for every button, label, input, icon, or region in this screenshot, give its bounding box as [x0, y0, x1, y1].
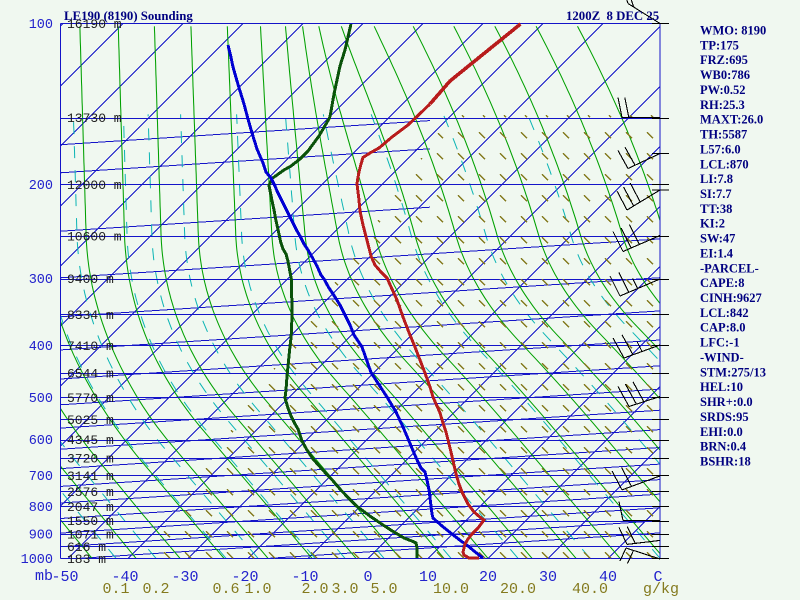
svg-text:-50: -50 [51, 569, 78, 586]
svg-text:-PARCEL-: -PARCEL- [700, 261, 759, 275]
svg-text:g/kg: g/kg [643, 581, 679, 598]
svg-text:WB0:786: WB0:786 [700, 68, 750, 82]
svg-text:1550 m: 1550 m [67, 514, 114, 529]
svg-text:6544 m: 6544 m [67, 366, 114, 381]
svg-text:700: 700 [29, 470, 53, 485]
svg-text:100: 100 [29, 18, 53, 33]
svg-text:0: 0 [363, 569, 372, 586]
svg-text:C: C [653, 569, 662, 586]
svg-text:10600 m: 10600 m [67, 230, 122, 245]
svg-text:1000: 1000 [21, 553, 53, 568]
svg-text:5025 m: 5025 m [67, 413, 114, 428]
svg-text:616 m: 616 m [67, 540, 106, 555]
svg-text:40: 40 [599, 569, 617, 586]
svg-text:LFC:-1: LFC:-1 [700, 336, 740, 350]
svg-text:5.0: 5.0 [370, 581, 397, 598]
svg-text:SW:47: SW:47 [700, 232, 735, 246]
svg-text:TP:175: TP:175 [700, 38, 739, 52]
svg-text:-10: -10 [291, 569, 318, 586]
svg-text:16190 m: 16190 m [67, 17, 122, 32]
svg-text:600: 600 [29, 434, 53, 449]
svg-text:CAP:8.0: CAP:8.0 [700, 321, 745, 335]
svg-text:-20: -20 [231, 569, 258, 586]
svg-text:-WIND-: -WIND- [700, 350, 744, 364]
svg-text:SHR+:0.0: SHR+:0.0 [700, 395, 753, 409]
svg-text:L57:6.0: L57:6.0 [700, 142, 741, 156]
svg-text:40.0: 40.0 [572, 581, 608, 598]
svg-text:-30: -30 [171, 569, 198, 586]
svg-text:20: 20 [479, 569, 497, 586]
svg-text:0.6: 0.6 [212, 581, 239, 598]
svg-text:EI:1.4: EI:1.4 [700, 246, 734, 260]
svg-text:7410 m: 7410 m [67, 339, 114, 354]
svg-text:TH:5587: TH:5587 [700, 128, 747, 142]
svg-text:LCL:842: LCL:842 [700, 306, 749, 320]
svg-text:20.0: 20.0 [500, 581, 536, 598]
svg-text:2.0: 2.0 [301, 581, 328, 598]
svg-text:2047 m: 2047 m [67, 500, 114, 515]
svg-text:1.0: 1.0 [244, 581, 271, 598]
svg-text:LE190 (8190) Sounding: LE190 (8190) Sounding [64, 9, 193, 23]
svg-text:KI:2: KI:2 [700, 217, 725, 231]
svg-text:1071 m: 1071 m [67, 527, 114, 542]
svg-text:CINH:9627: CINH:9627 [700, 291, 762, 305]
svg-text:0.2: 0.2 [142, 581, 169, 598]
svg-text:30: 30 [539, 569, 557, 586]
svg-text:FRZ:695: FRZ:695 [700, 53, 748, 67]
svg-text:800: 800 [29, 501, 53, 516]
svg-text:3.0: 3.0 [331, 581, 358, 598]
svg-text:183 m: 183 m [67, 552, 106, 567]
svg-text:WMO: 8190: WMO: 8190 [700, 24, 766, 38]
svg-text:1200Z 8 DEC 25: 1200Z 8 DEC 25 [566, 9, 659, 23]
svg-text:HEL:10: HEL:10 [700, 380, 743, 394]
svg-text:5770 m: 5770 m [67, 391, 114, 406]
svg-text:SI:7.7: SI:7.7 [700, 187, 732, 201]
svg-text:BRN:0.4: BRN:0.4 [700, 440, 747, 454]
svg-text:STM:275/13: STM:275/13 [700, 365, 766, 379]
svg-text:2576 m: 2576 m [67, 485, 114, 500]
svg-text:mb: mb [35, 568, 53, 585]
svg-text:MAXT:26.0: MAXT:26.0 [700, 113, 763, 127]
svg-text:400: 400 [29, 340, 53, 355]
svg-text:3141 m: 3141 m [67, 469, 114, 484]
svg-text:0.1: 0.1 [102, 581, 129, 598]
svg-text:LI:7.8: LI:7.8 [700, 172, 733, 186]
svg-text:10.0: 10.0 [433, 581, 469, 598]
svg-text:BSHR:18: BSHR:18 [700, 454, 751, 468]
svg-text:900: 900 [29, 528, 53, 543]
svg-text:RH:25.3: RH:25.3 [700, 98, 745, 112]
svg-text:TT:38: TT:38 [700, 202, 732, 216]
svg-text:EHI:0.0: EHI:0.0 [700, 425, 743, 439]
svg-text:3720 m: 3720 m [67, 452, 114, 467]
svg-text:8334 m: 8334 m [67, 308, 114, 323]
svg-text:500: 500 [29, 392, 53, 407]
svg-text:10: 10 [419, 569, 437, 586]
svg-text:LCL:870: LCL:870 [700, 157, 749, 171]
svg-text:CAPE:8: CAPE:8 [700, 276, 744, 290]
svg-text:200: 200 [29, 179, 53, 194]
svg-text:12000 m: 12000 m [67, 178, 122, 193]
svg-text:4345 m: 4345 m [67, 433, 114, 448]
svg-text:-40: -40 [111, 569, 138, 586]
svg-text:300: 300 [29, 273, 53, 288]
svg-text:13730 m: 13730 m [67, 111, 122, 126]
svg-text:SRDS:95: SRDS:95 [700, 410, 749, 424]
svg-text:PW:0.52: PW:0.52 [700, 83, 745, 97]
svg-text:9400 m: 9400 m [67, 272, 114, 287]
